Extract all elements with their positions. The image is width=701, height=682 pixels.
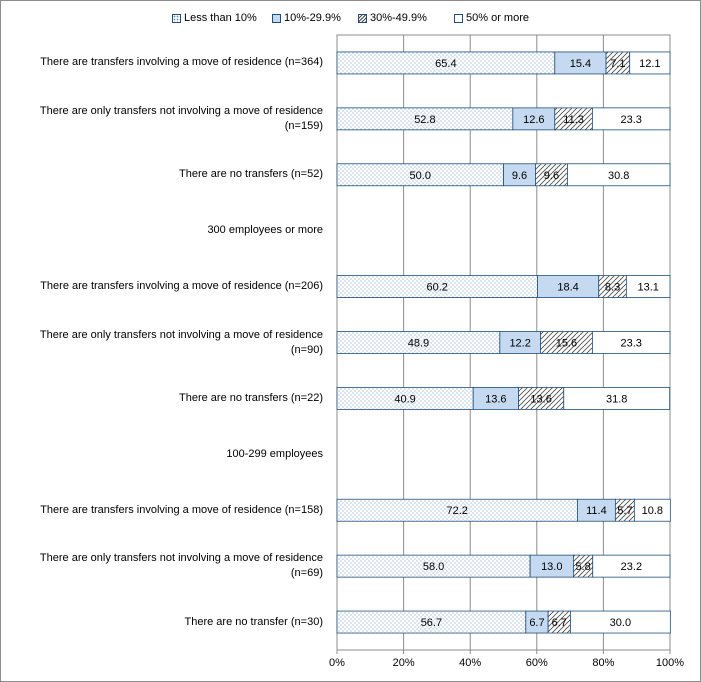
data-label: 52.8 — [414, 114, 435, 126]
row-label: There are transfers involving a move of … — [40, 503, 323, 516]
data-label: 12.6 — [523, 114, 544, 126]
data-label: 7.1 — [610, 58, 625, 70]
bar-segment — [633, 498, 671, 522]
legend: Less than 10% 10%-29.9% 30%-49.9% 50% or mo… — [0, 12, 701, 28]
row-label: There are transfers involving a move of … — [40, 56, 323, 69]
data-label: 60.2 — [427, 282, 448, 294]
data-label: 50.0 — [410, 170, 431, 182]
data-label: 5.8 — [575, 561, 590, 573]
bar-segment — [592, 107, 671, 131]
row-label: There are only transfers not involving a… — [39, 552, 323, 580]
data-label: 30.0 — [610, 617, 631, 629]
data-label: 65.4 — [435, 58, 456, 70]
bar-segment — [592, 554, 671, 578]
legend-label: 50% or more — [466, 12, 529, 24]
bar-segment — [592, 331, 671, 354]
data-label: 31.8 — [606, 393, 627, 405]
data-label: 30.8 — [608, 170, 629, 182]
data-label: 18.4 — [557, 282, 578, 294]
data-label: 9.6 — [512, 170, 527, 182]
data-label: 56.7 — [421, 617, 442, 629]
data-label: 40.9 — [394, 393, 415, 405]
data-label: 10.8 — [642, 505, 663, 517]
data-label: 72.2 — [447, 505, 468, 517]
row-label: There are transfers involving a move of … — [40, 280, 323, 293]
data-label: 12.2 — [509, 338, 530, 350]
legend-item: 50% or more — [454, 12, 529, 24]
data-label: 13.6 — [485, 393, 506, 405]
data-label: 58.0 — [423, 561, 444, 573]
legend-label: Less than 10% — [184, 12, 257, 24]
legend-swatch — [358, 13, 367, 23]
legend-swatch — [272, 13, 281, 23]
data-label: 9.6 — [544, 170, 559, 182]
x-tick-label: 80% — [592, 657, 615, 669]
row-label: There are no transfers (n=52) — [179, 168, 323, 181]
bar-segment — [570, 610, 671, 634]
data-label: 6.7 — [529, 617, 544, 629]
x-tick-label: 20% — [392, 657, 415, 669]
bar-segment — [567, 163, 671, 187]
data-label: 12.1 — [639, 58, 660, 70]
legend-swatch — [454, 13, 463, 23]
data-label: 5.7 — [617, 505, 632, 517]
data-label: 13.1 — [637, 282, 658, 294]
row-label: There are only transfers not involving a… — [39, 104, 323, 132]
legend-swatch — [172, 13, 181, 23]
data-label: 23.3 — [620, 114, 641, 126]
data-label: 23.3 — [620, 338, 641, 350]
data-label: 13.6 — [530, 393, 551, 405]
row-label: There are no transfer (n=30) — [184, 615, 324, 628]
x-tick-label: 100% — [655, 657, 685, 669]
bar-segment — [625, 275, 671, 298]
group-label: 300 employees or more — [207, 224, 323, 237]
group-label: 100-299 employees — [226, 447, 323, 460]
legend-label: 10%-29.9% — [284, 12, 341, 24]
legend-item: Less than 10% — [172, 12, 257, 24]
data-label: 23.2 — [621, 561, 642, 573]
x-tick-label: 40% — [459, 657, 482, 669]
x-tick-label: 60% — [525, 657, 548, 669]
data-label: 11.3 — [563, 114, 584, 126]
data-label: 6.7 — [552, 617, 567, 629]
data-label: 15.4 — [570, 58, 591, 70]
x-tick-label: 0% — [329, 657, 345, 669]
bar-segment — [629, 51, 671, 75]
data-label: 48.9 — [408, 338, 429, 350]
data-label: 11.4 — [586, 505, 607, 517]
row-label: There are no transfers (n=22) — [179, 391, 323, 404]
data-label: 13.0 — [541, 561, 562, 573]
legend-item: 30%-49.9% — [358, 12, 427, 24]
legend-item: 10%-29.9% — [272, 12, 341, 24]
legend-label: 30%-49.9% — [370, 12, 427, 24]
data-label: 8.3 — [605, 282, 620, 294]
bar-segment — [563, 387, 671, 410]
row-label: There are only transfers not involving a… — [39, 328, 323, 356]
data-label: 15.6 — [556, 338, 577, 350]
